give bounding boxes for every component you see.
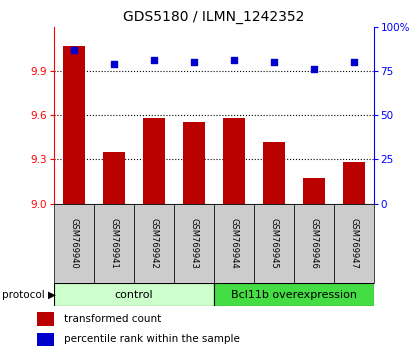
Text: GSM769942: GSM769942 bbox=[149, 218, 158, 269]
Point bbox=[110, 61, 117, 67]
Point bbox=[350, 59, 357, 65]
Bar bbox=[214, 204, 254, 283]
Bar bbox=[303, 178, 325, 204]
Point bbox=[310, 66, 317, 72]
Bar bbox=[54, 204, 94, 283]
Bar bbox=[174, 204, 214, 283]
Point bbox=[270, 59, 277, 65]
Text: Bcl11b overexpression: Bcl11b overexpression bbox=[231, 290, 356, 300]
Bar bbox=[134, 204, 174, 283]
Text: protocol ▶: protocol ▶ bbox=[2, 290, 56, 300]
Bar bbox=[223, 118, 245, 204]
Text: GSM769940: GSM769940 bbox=[69, 218, 78, 269]
Bar bbox=[342, 162, 364, 204]
Text: GSM769941: GSM769941 bbox=[110, 218, 118, 269]
Text: GSM769943: GSM769943 bbox=[189, 218, 198, 269]
Text: transformed count: transformed count bbox=[64, 314, 161, 324]
Title: GDS5180 / ILMN_1242352: GDS5180 / ILMN_1242352 bbox=[123, 10, 305, 24]
Bar bbox=[37, 333, 54, 346]
Text: control: control bbox=[115, 290, 153, 300]
Bar bbox=[54, 283, 214, 306]
Text: GSM769945: GSM769945 bbox=[269, 218, 278, 269]
Bar bbox=[143, 118, 165, 204]
Bar bbox=[263, 142, 285, 204]
Point bbox=[71, 47, 77, 52]
Text: GSM769944: GSM769944 bbox=[229, 218, 238, 269]
Bar bbox=[37, 312, 54, 326]
Point bbox=[190, 59, 197, 65]
Text: percentile rank within the sample: percentile rank within the sample bbox=[64, 335, 240, 344]
Bar bbox=[214, 283, 374, 306]
Bar bbox=[183, 122, 205, 204]
Bar bbox=[63, 46, 85, 204]
Text: GSM769947: GSM769947 bbox=[349, 218, 358, 269]
Bar bbox=[254, 204, 294, 283]
Bar bbox=[334, 204, 374, 283]
Bar bbox=[94, 204, 134, 283]
Bar bbox=[294, 204, 334, 283]
Point bbox=[151, 57, 157, 63]
Point bbox=[230, 57, 237, 63]
Bar bbox=[103, 152, 125, 204]
Text: GSM769946: GSM769946 bbox=[309, 218, 318, 269]
